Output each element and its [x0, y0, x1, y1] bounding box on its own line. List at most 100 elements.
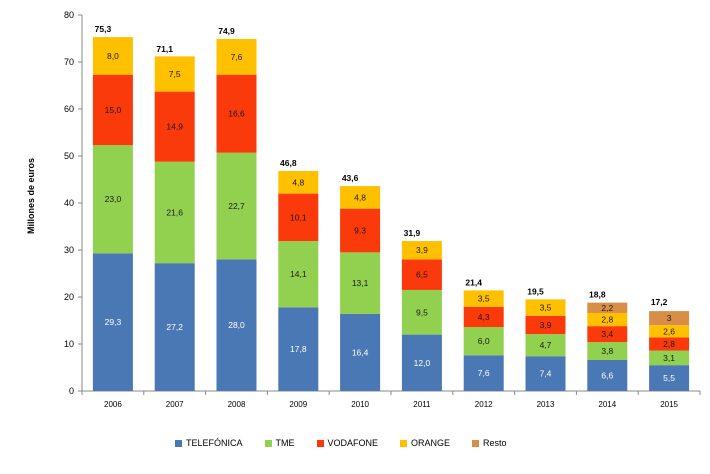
data-label: 10,1: [290, 212, 307, 222]
data-label: 7,6: [478, 368, 490, 378]
total-label: 19,5: [527, 286, 544, 296]
x-tick-label: 2006: [104, 400, 122, 409]
bar-segment: [463, 327, 504, 356]
data-label: 3,9: [416, 245, 428, 255]
y-tick-label: 0: [69, 386, 74, 396]
bar-segment: [278, 241, 319, 308]
data-label: 9,3: [354, 225, 366, 235]
x-tick-label: 2009: [289, 400, 307, 409]
data-label: 5,5: [663, 373, 675, 383]
bar-segment: [649, 325, 690, 338]
data-label: 2,6: [663, 326, 675, 336]
data-label: 7,4: [540, 369, 552, 379]
data-label: 3,5: [540, 303, 552, 313]
legend-label: VODAFONE: [327, 438, 379, 448]
bar-segment: [278, 171, 319, 194]
data-label: 6,5: [416, 270, 428, 280]
bar-segment: [154, 263, 195, 391]
bar-segment: [92, 74, 133, 146]
data-label: 17,8: [290, 344, 307, 354]
data-label: 3,5: [478, 294, 490, 304]
total-label: 17,2: [651, 297, 668, 307]
total-label: 71,1: [156, 44, 173, 54]
bar-segment: [463, 355, 504, 391]
y-tick-label: 80: [64, 10, 74, 20]
bar-segment: [587, 312, 628, 327]
legend-item: TME: [264, 438, 295, 448]
legend-swatch: [472, 439, 480, 447]
y-tick-label: 60: [64, 104, 74, 114]
bar-segment: [525, 299, 566, 316]
data-label: 3: [667, 313, 672, 323]
y-axis-label: Millones de euros: [26, 158, 36, 234]
data-label: 7,6: [231, 52, 243, 62]
bar-segment: [340, 186, 381, 209]
x-tick-label: 2007: [166, 400, 184, 409]
data-label: 16,4: [352, 347, 369, 357]
data-label: 8,0: [107, 51, 119, 61]
bars-layer: [92, 37, 690, 391]
legend-swatch: [316, 439, 324, 447]
x-tick-label: 2014: [598, 400, 616, 409]
data-label: 29,3: [105, 317, 122, 327]
legend-item: TELEFÓNICA: [175, 438, 243, 448]
legend-swatch: [264, 439, 272, 447]
y-tick-label: 70: [64, 57, 74, 67]
bar-segment: [525, 334, 566, 357]
bar-segment: [92, 37, 133, 75]
y-tick-label: 40: [64, 198, 74, 208]
x-tick-label: 2011: [413, 400, 431, 409]
data-label: 2,8: [601, 315, 613, 325]
data-label: 4,8: [354, 192, 366, 202]
y-tick-label: 30: [64, 245, 74, 255]
bar-segment: [401, 289, 442, 335]
y-tick-label: 20: [64, 292, 74, 302]
data-label: 27,2: [166, 322, 183, 332]
total-label: 21,4: [465, 277, 482, 287]
x-tick-label: 2010: [351, 400, 369, 409]
x-tick-label: 2015: [660, 400, 678, 409]
legend-swatch: [400, 439, 408, 447]
data-label: 4,7: [540, 340, 552, 350]
data-label: 23,0: [105, 194, 122, 204]
bar-segment: [340, 313, 381, 391]
data-label: 3,1: [663, 353, 675, 363]
data-label: 22,7: [228, 201, 245, 211]
data-label: 4,3: [478, 312, 490, 322]
bar-segment: [340, 208, 381, 253]
data-label: 3,4: [601, 329, 613, 339]
legend-label: Resto: [483, 438, 507, 448]
bar-segment: [463, 306, 504, 328]
bar-segment: [587, 359, 628, 391]
bar-segment: [649, 311, 690, 326]
bar-segment: [154, 161, 195, 264]
bar-segment: [401, 241, 442, 260]
x-tick-label: 2012: [475, 400, 493, 409]
bar-segment: [525, 315, 566, 335]
x-tick-label: 2008: [228, 400, 246, 409]
bar-segment: [278, 307, 319, 391]
bar-segment: [587, 302, 628, 313]
bar-segment: [216, 152, 257, 260]
bar-segment: [463, 290, 504, 307]
total-label: 18,8: [589, 290, 606, 300]
total-label: 31,9: [404, 228, 421, 238]
x-tick-label: 2013: [537, 400, 555, 409]
y-tick-label: 50: [64, 151, 74, 161]
bar-segment: [649, 350, 690, 366]
data-label: 13,1: [352, 278, 369, 288]
bar-segment: [216, 38, 257, 75]
labels-layer: 29,3 23,0 15,0 8,0 75,3 27,2 21,6 14,9 7,5 71,1 28…: [95, 24, 676, 383]
legend-item: Resto: [472, 438, 507, 448]
bar-segment: [92, 145, 133, 254]
bar-segment: [649, 337, 690, 351]
bar-segment: [154, 91, 195, 162]
data-label: 14,1: [290, 269, 307, 279]
data-label: 28,0: [228, 320, 245, 330]
bar-segment: [216, 74, 257, 153]
bar-segment: [154, 56, 195, 92]
legend-swatch: [175, 439, 182, 447]
data-label: 16,6: [228, 109, 245, 119]
bar-segment: [92, 253, 133, 391]
